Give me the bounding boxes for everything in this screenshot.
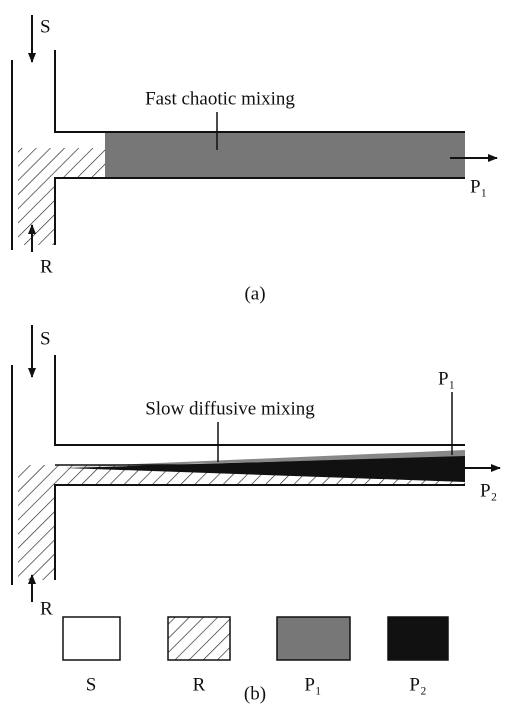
mixed-product <box>105 132 465 178</box>
legend-swatch <box>62 616 121 661</box>
reagent-region <box>18 465 465 580</box>
wall <box>54 50 465 133</box>
wall <box>54 177 465 245</box>
panel-a: S R Fast chaotic mixing P₁ (a) <box>11 15 498 304</box>
mixing-label: Fast chaotic mixing <box>145 88 295 109</box>
legend-swatch <box>387 616 449 661</box>
legend-label: R <box>193 674 206 695</box>
wall <box>54 355 465 446</box>
product-2-region <box>65 456 465 482</box>
legend-label: S <box>86 674 97 695</box>
product-1-region <box>65 450 465 467</box>
mixing-label: Slow diffusive mixing <box>145 398 315 419</box>
legend: S R P₁ P₂ <box>62 616 449 695</box>
product-2-label: P₂ <box>480 480 497 501</box>
legend-label: P₂ <box>409 674 426 695</box>
reagent-label: R <box>40 598 53 619</box>
product-1-label: P₁ <box>438 368 455 389</box>
product-label: P₁ <box>470 176 487 197</box>
reagent-region <box>18 148 105 245</box>
source-label: S <box>40 328 51 349</box>
source-label: S <box>40 16 51 37</box>
legend-swatch <box>167 616 231 661</box>
legend-swatch <box>276 616 351 661</box>
caption: (b) <box>244 683 266 704</box>
panel-b: S R Slow diffusive mixing P₁ P₂ (b) <box>11 325 501 704</box>
legend-label: P₁ <box>304 674 321 695</box>
reagent-label: R <box>40 256 53 277</box>
wall <box>54 484 465 580</box>
caption: (a) <box>244 283 265 304</box>
